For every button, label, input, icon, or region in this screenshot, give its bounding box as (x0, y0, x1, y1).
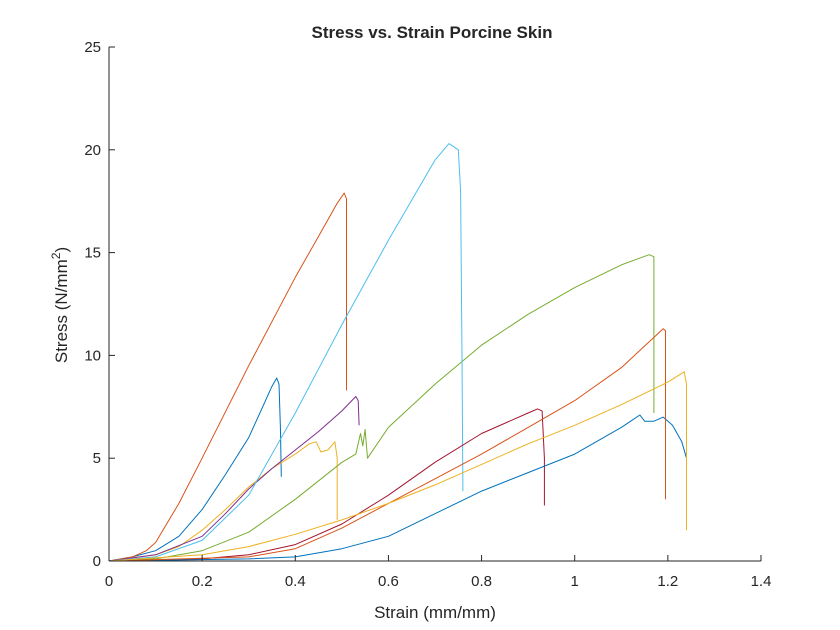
y-axis-label-base: Stress (N/mm (52, 259, 71, 363)
y-tick-label: 0 (93, 553, 101, 570)
x-tick-label: 0.2 (192, 573, 213, 590)
series-line-4 (108, 396, 360, 562)
y-tick-label: 5 (93, 450, 101, 467)
x-tick-label: 0.6 (378, 573, 399, 590)
x-ticks: 0 0.2 0.4 0.6 0.8 1 1.2 1.4 (105, 555, 772, 590)
series-line-10 (108, 371, 687, 562)
y-axis-label: Stress (N/mm2) (49, 247, 71, 363)
series-layer (108, 143, 687, 562)
x-tick-label: 0 (105, 573, 113, 590)
x-tick-label: 1.4 (751, 573, 772, 590)
series-line-9 (108, 328, 666, 562)
series-line-3 (108, 441, 338, 562)
y-axis-label-close: ) (52, 247, 71, 253)
y-ticks: 0 5 10 15 20 25 (84, 39, 115, 570)
y-tick-label: 25 (84, 39, 101, 56)
x-axis-label: Strain (mm/mm) (374, 603, 496, 622)
y-tick-label: 20 (84, 142, 101, 159)
x-tick-label: 1.2 (657, 573, 678, 590)
series-line-2 (108, 192, 347, 562)
x-tick-label: 1 (571, 573, 579, 590)
x-tick-label: 0.8 (471, 573, 492, 590)
chart-title: Stress vs. Strain Porcine Skin (312, 23, 553, 42)
x-tick-label: 0.4 (285, 573, 306, 590)
y-axis-label-superscript: 2 (49, 252, 63, 259)
series-line-6 (108, 143, 464, 562)
series-line-1 (108, 377, 282, 562)
series-line-8 (108, 414, 687, 562)
series-line-5 (108, 254, 655, 562)
y-tick-label: 10 (84, 347, 101, 364)
y-tick-label: 15 (84, 245, 101, 262)
series-line-7 (108, 408, 545, 562)
